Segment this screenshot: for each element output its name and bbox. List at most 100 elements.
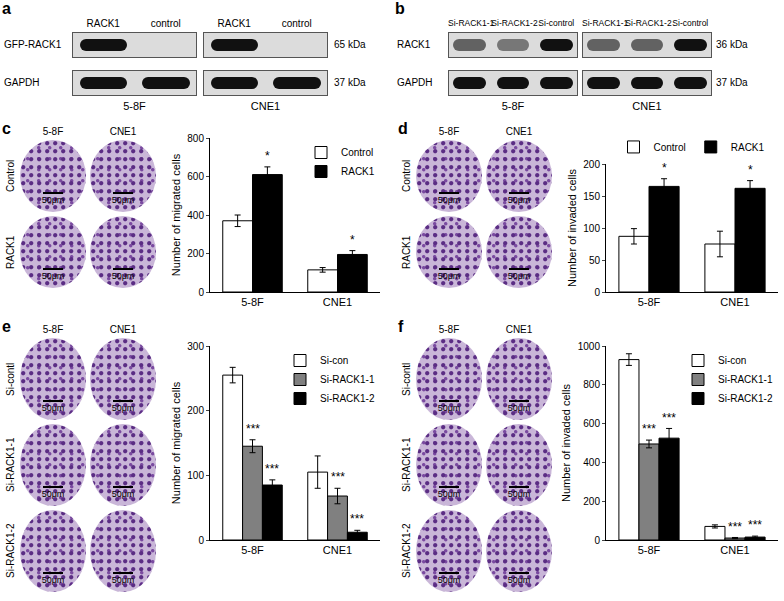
svg-text:Number of invaded cells: Number of invaded cells [566, 169, 578, 288]
svg-text:200: 200 [583, 496, 600, 507]
svg-text:Si-con: Si-con [718, 355, 746, 366]
html-text:Si-RACK1-1: Si-RACK1-1 [582, 18, 629, 28]
svg-text:100: 100 [583, 223, 600, 234]
svg-text:Si-RACK1-2: Si-RACK1-2 [320, 393, 375, 404]
html-text:Si-RACK1-2 Si-control: Si-RACK1-2 Si-control [625, 18, 709, 28]
svg-text:400: 400 [583, 457, 600, 468]
svg-text:0: 0 [198, 287, 204, 298]
html-text:RACK1: RACK1 [86, 18, 120, 29]
svg-text:0: 0 [594, 287, 600, 298]
html-text:CNE1: CNE1 [109, 126, 137, 137]
html-text:37 kDa: 37 kDa [334, 77, 366, 88]
html-text:5-8F: 5-8F [438, 126, 460, 137]
html-text:5-8F: 5-8F [42, 126, 64, 137]
html-text:RACK1: RACK1 [397, 39, 431, 50]
svg-text:CNE1: CNE1 [323, 544, 352, 556]
html-text:Si-RACK1-1: Si-RACK1-1 [401, 437, 412, 493]
svg-text:*: * [265, 149, 270, 163]
html-text:50μm: 50μm [41, 271, 65, 281]
html-text:CNE1: CNE1 [109, 324, 137, 335]
svg-text:5-8F: 5-8F [241, 296, 264, 308]
svg-text:800: 800 [583, 379, 600, 390]
html-text:RACK1: RACK1 [217, 18, 251, 29]
svg-text:800: 800 [187, 133, 204, 144]
svg-text:50: 50 [589, 255, 601, 266]
html-text:Si-RACK1-2 Si-control: Si-RACK1-2 Si-control [491, 18, 575, 28]
html-text:Si-contl: Si-contl [5, 362, 16, 396]
svg-text:*: * [662, 161, 667, 175]
svg-text:RACK1: RACK1 [731, 142, 765, 153]
html-text:GAPDH: GAPDH [397, 77, 433, 88]
svg-text:*: * [350, 233, 355, 247]
html-text:5-8F: 5-8F [501, 100, 525, 112]
html-text:control: control [150, 18, 181, 29]
html-text:50μm: 50μm [437, 195, 461, 205]
svg-text:5-8F: 5-8F [638, 296, 661, 308]
svg-text:600: 600 [187, 171, 204, 182]
html-text:control: control [281, 18, 312, 29]
svg-text:300: 300 [187, 341, 204, 352]
svg-text:Si-RACK1-1: Si-RACK1-1 [718, 374, 773, 385]
svg-text:5-8F: 5-8F [638, 544, 661, 556]
svg-text:***: *** [662, 411, 676, 425]
html-text:50μm: 50μm [41, 195, 65, 205]
svg-text:Si-RACK1-2: Si-RACK1-2 [718, 393, 773, 404]
svg-text:RACK1: RACK1 [341, 166, 375, 177]
html-text:36 kDa: 36 kDa [716, 39, 748, 50]
svg-text:Si-RACK1-1: Si-RACK1-1 [320, 374, 375, 385]
svg-text:CNE1: CNE1 [720, 544, 749, 556]
svg-text:CNE1: CNE1 [720, 296, 749, 308]
svg-text:200: 200 [187, 405, 204, 416]
html-text:CNE1: CNE1 [505, 324, 533, 335]
svg-text:*: * [748, 163, 753, 177]
svg-text:400: 400 [187, 210, 204, 221]
html-text:50μm: 50μm [507, 195, 531, 205]
html-text:Si-RACK1-1: Si-RACK1-1 [5, 437, 16, 493]
html-text:RACK1: RACK1 [5, 235, 16, 269]
svg-text:***: *** [246, 422, 260, 436]
html-text:50μm: 50μm [111, 271, 135, 281]
svg-text:Number of migrated cells: Number of migrated cells [170, 381, 182, 504]
svg-text:Control: Control [654, 142, 686, 153]
svg-text:100: 100 [187, 470, 204, 481]
html-text:Si-RACK1-2: Si-RACK1-2 [5, 523, 16, 579]
html-text:Si-RACK1-1: Si-RACK1-1 [448, 18, 495, 28]
svg-text:600: 600 [583, 418, 600, 429]
html-text:Control: Control [401, 159, 412, 193]
svg-text:200: 200 [187, 248, 204, 259]
svg-text:CNE1: CNE1 [323, 296, 352, 308]
html-text:65 kDa: 65 kDa [334, 39, 366, 50]
html-text:d: d [398, 120, 408, 137]
html-text:5-8F: 5-8F [42, 324, 64, 335]
html-text:50μm: 50μm [111, 195, 135, 205]
html-text:GFP-RACK1: GFP-RACK1 [4, 39, 62, 50]
html-text:Control: Control [5, 159, 16, 193]
svg-text:200: 200 [583, 159, 600, 170]
svg-text:1000: 1000 [578, 341, 601, 352]
html-text:RACK1: RACK1 [401, 235, 412, 269]
html-text:5-8F: 5-8F [438, 324, 460, 335]
svg-text:***: *** [265, 462, 279, 476]
html-text:CNE1: CNE1 [250, 100, 281, 112]
svg-text:***: *** [350, 512, 364, 526]
svg-text:5-8F: 5-8F [241, 544, 264, 556]
svg-text:0: 0 [594, 535, 600, 546]
svg-text:0: 0 [198, 535, 204, 546]
svg-text:Si-con: Si-con [320, 355, 348, 366]
svg-text:***: *** [642, 422, 656, 436]
html-text:Si-RACK1-2: Si-RACK1-2 [401, 523, 412, 579]
html-text:CNE1: CNE1 [632, 100, 662, 112]
svg-text:Number of invaded cells: Number of invaded cells [560, 384, 572, 503]
html-text:CNE1: CNE1 [505, 126, 533, 137]
svg-text:***: *** [748, 518, 762, 532]
svg-text:Number of migrated cells: Number of migrated cells [170, 153, 182, 276]
html-text:Si-contl: Si-contl [401, 362, 412, 396]
svg-text:***: *** [331, 470, 345, 484]
html-text:5-8F: 5-8F [123, 100, 146, 112]
html-text:b: b [395, 0, 405, 17]
html-text:GAPDH: GAPDH [4, 77, 40, 88]
svg-text:Control: Control [341, 147, 373, 158]
svg-text:150: 150 [583, 191, 600, 202]
svg-text:***: *** [728, 520, 742, 534]
html-text:37 kDa: 37 kDa [716, 77, 748, 88]
